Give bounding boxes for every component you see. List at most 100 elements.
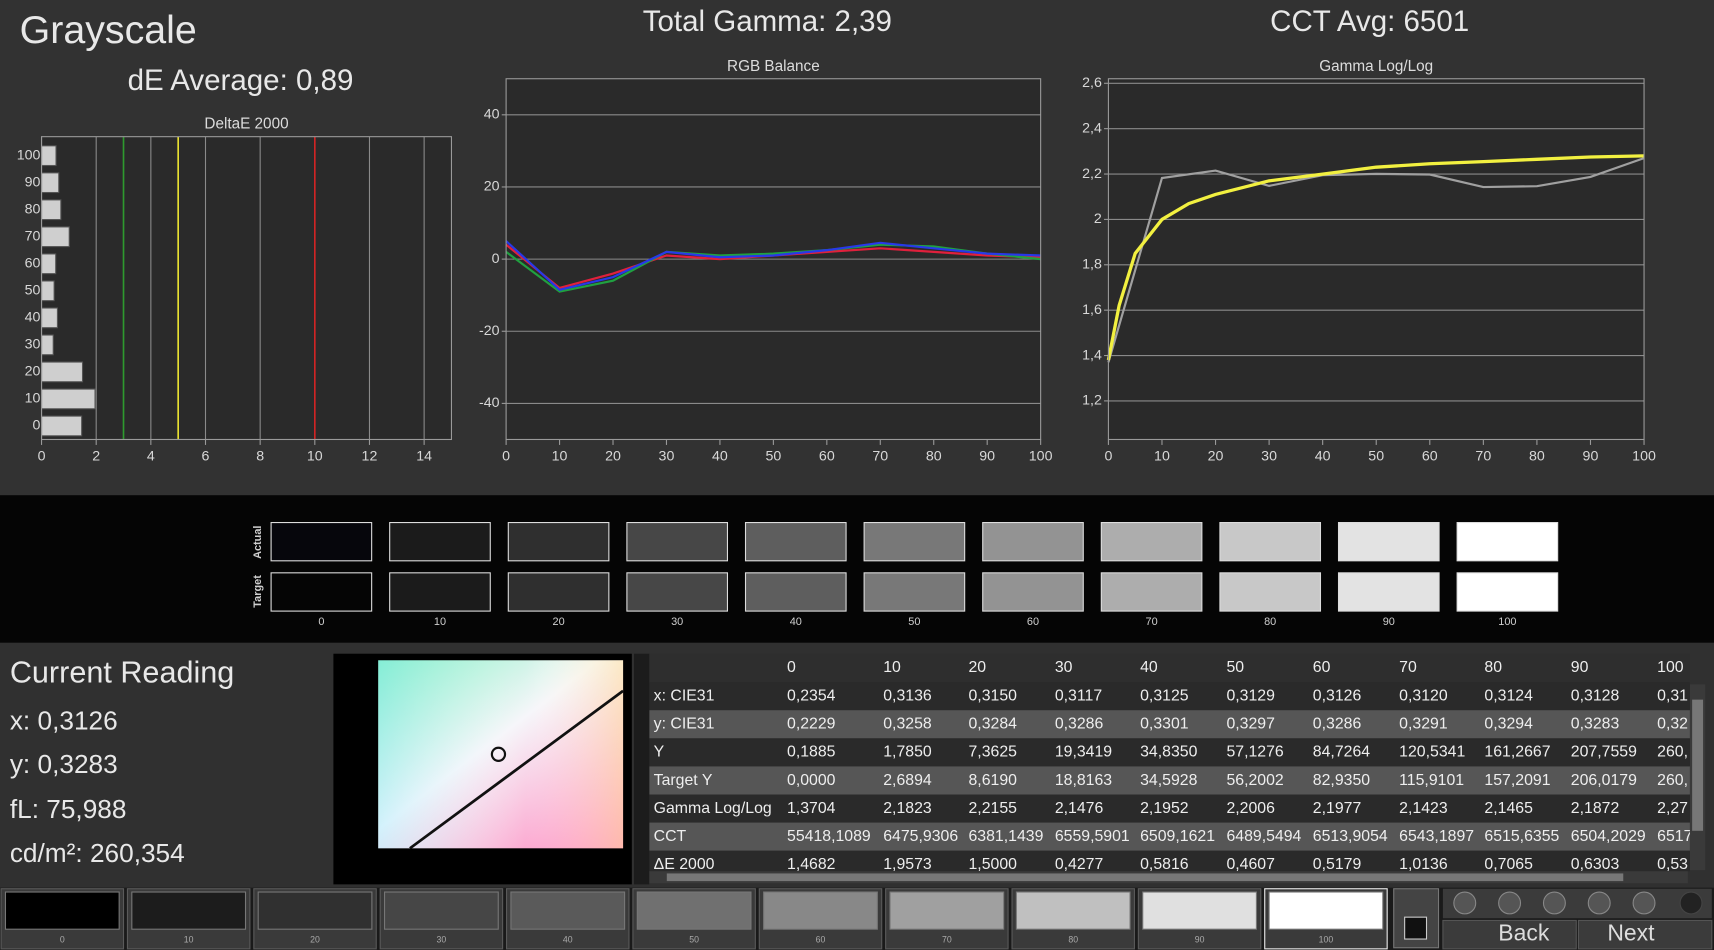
back-label[interactable]: Back [1498, 920, 1550, 946]
table-cell: 6559,5901 [1055, 828, 1130, 845]
x-tick-label: 0 [38, 449, 46, 465]
table-cell: 0,3258 [883, 716, 932, 733]
y-tick-label: 2,4 [1082, 120, 1102, 136]
row-label: y: CIE31 [654, 716, 715, 733]
table-cell: 55418,1089 [787, 828, 871, 845]
category-label: 20 [25, 364, 41, 380]
table-cell: 260, [1657, 744, 1688, 761]
bar [40, 334, 54, 356]
chart-title: Gamma Log/Log [1319, 58, 1433, 75]
target-point [490, 746, 507, 762]
y-tick-label: 1,2 [1082, 393, 1102, 409]
table-cell: 0,3284 [968, 716, 1017, 733]
table-cell: 2,1977 [1313, 800, 1362, 817]
level-label: 60 [1027, 616, 1039, 628]
bar [40, 361, 84, 383]
table-cell: 1,9573 [883, 856, 932, 873]
actual-swatch [982, 522, 1084, 562]
table-cell: 6475,9306 [883, 828, 958, 845]
patch-color [510, 891, 626, 930]
patch-color [1268, 891, 1384, 930]
back-button[interactable] [1442, 919, 1577, 950]
table-row [649, 738, 1690, 767]
actual-swatch [744, 522, 847, 562]
category-label: 80 [25, 201, 41, 217]
reading-fl: fL: 75,988 [10, 794, 127, 824]
x-tick-label: 100 [1029, 449, 1053, 465]
y-tick-label: 1,8 [1082, 257, 1102, 273]
table-row [649, 682, 1690, 711]
table-cell: 0,3136 [883, 688, 932, 705]
level-label: 70 [1146, 616, 1158, 628]
series-line [1106, 154, 1645, 361]
table-gutter [634, 653, 650, 885]
patch-color [636, 891, 752, 930]
category-label: 90 [25, 174, 41, 190]
target-swatch [1219, 572, 1322, 612]
y-tick-label: 20 [484, 179, 500, 195]
table-cell: 0,2229 [787, 716, 836, 733]
table-cell: 0,3297 [1226, 716, 1275, 733]
target-swatch [389, 572, 491, 612]
plot-area [41, 136, 452, 440]
table-cell: 6515,6355 [1484, 828, 1559, 845]
stop-button[interactable] [1453, 891, 1477, 915]
next-button[interactable] [1577, 919, 1713, 950]
table-row [649, 794, 1690, 823]
level-label: 20 [553, 616, 565, 628]
x-tick-label: 60 [819, 449, 835, 465]
table-cell: 0,3120 [1399, 688, 1448, 705]
play-button[interactable] [1498, 891, 1522, 915]
table-cell: 34,5928 [1140, 772, 1197, 789]
column-header: 40 [1140, 659, 1158, 676]
patch-label: 100 [1319, 934, 1334, 944]
loop-button[interactable] [1587, 891, 1611, 915]
table-cell: 207,7559 [1571, 744, 1637, 761]
target-swatch [1337, 572, 1440, 612]
v-scroll-thumb[interactable] [1692, 699, 1704, 831]
category-label: 0 [33, 418, 41, 434]
series-line [1107, 157, 1645, 363]
table-cell: 0,6303 [1571, 856, 1620, 873]
table-cell: 18,8163 [1055, 772, 1112, 789]
reading-title: Current Reading [10, 656, 234, 690]
target-swatch [1456, 572, 1559, 612]
h-scroll-thumb[interactable] [666, 873, 1624, 882]
table-cell: 0,4277 [1055, 856, 1104, 873]
next-label[interactable]: Next [1607, 920, 1655, 946]
x-tick-label: 50 [1368, 449, 1384, 465]
stop-icon [1404, 916, 1428, 940]
category-label: 30 [25, 337, 41, 353]
table-cell: 0,3125 [1140, 688, 1189, 705]
reading-x: x: 0,3126 [10, 706, 118, 736]
table-cell: 161,2667 [1484, 744, 1550, 761]
x-tick-label: 80 [1529, 449, 1545, 465]
target-swatch [626, 572, 729, 612]
table-cell: 56,2002 [1226, 772, 1283, 789]
table-cell: 0,5179 [1313, 856, 1362, 873]
patch-color [763, 891, 878, 930]
table-cell: 19,3419 [1055, 744, 1112, 761]
row-label: ΔE 2000 [654, 856, 715, 873]
table-cell: 1,3704 [787, 800, 836, 817]
bar [40, 172, 60, 194]
extra-button[interactable] [1679, 891, 1703, 915]
patch-label: 90 [1195, 934, 1205, 944]
actual-swatch [626, 522, 729, 562]
bar [40, 415, 83, 437]
level-label: 80 [1264, 616, 1276, 628]
column-header: 0 [787, 659, 796, 676]
refresh-button[interactable] [1632, 891, 1656, 915]
series-line [505, 240, 1041, 292]
chart: Gamma Log/Log 0 10 20 30 40 50 60 70 80 90 100 1,2 1,… [1082, 58, 1656, 465]
x-tick-label: 0 [1104, 449, 1112, 465]
level-label: 100 [1498, 616, 1516, 628]
target-swatch [982, 572, 1084, 612]
patch-label: 60 [816, 934, 826, 944]
measure-button[interactable] [1542, 891, 1566, 915]
table-row [649, 710, 1690, 739]
column-header: 80 [1484, 659, 1502, 676]
category-label: 40 [25, 310, 41, 326]
plot-frame [40, 136, 453, 441]
